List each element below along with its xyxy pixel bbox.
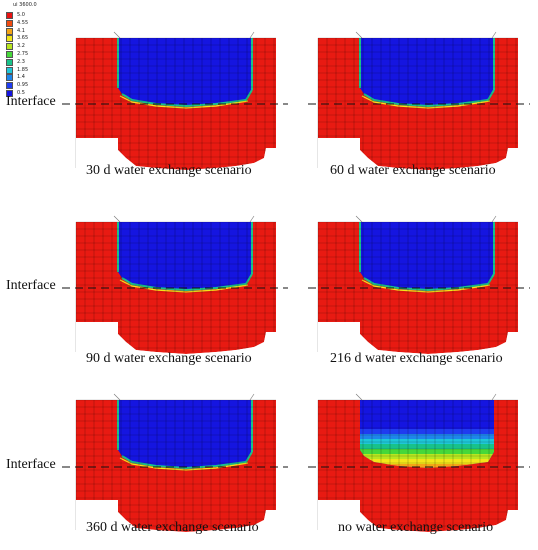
interface-label-row3: Interface (6, 457, 56, 472)
legend-entry: 0.5 (6, 90, 66, 97)
bank-mark (355, 215, 363, 223)
legend-value: 4.1 (17, 27, 25, 34)
legend-entry: 4.55 (6, 19, 66, 27)
panel-caption-360d: 360 d water exchange scenario (86, 520, 259, 535)
simulation-panel (62, 215, 288, 362)
simulation-panel (308, 393, 530, 540)
legend-entry: 1.85 (6, 66, 66, 74)
legend-value: 1.85 (17, 66, 29, 73)
concentration-band (360, 424, 494, 430)
legend-entry: 5.0 (6, 12, 66, 19)
interface-label-row1: Interface (6, 94, 56, 109)
legend-value: 3.2 (17, 43, 25, 50)
panel-caption-60d: 60 d water exchange scenario (330, 163, 496, 178)
bank-mark (249, 393, 255, 401)
water-column (360, 222, 494, 290)
background-mask (318, 500, 518, 540)
concentration-band (360, 459, 494, 465)
legend-value: 2.75 (17, 51, 29, 57)
transition-rim (363, 89, 495, 108)
legend-swatch (6, 12, 13, 19)
legend-swatch (6, 58, 13, 66)
concentration-band (360, 454, 494, 460)
legend-value: 5.0 (17, 12, 25, 18)
legend-swatch (6, 66, 13, 74)
concentration-band (360, 429, 494, 435)
legend-value: 0.5 (17, 90, 25, 96)
water-column (360, 38, 494, 106)
legend-swatch (6, 27, 13, 35)
simulation-panel (308, 31, 530, 178)
background-mask (76, 322, 276, 362)
concentration-band (360, 449, 494, 455)
panel-caption-30d: 30 d water exchange scenario (86, 163, 252, 178)
legend-entry: 3.65 (6, 35, 66, 43)
legend-entry: 0.95 (6, 82, 66, 90)
water-column (118, 38, 252, 106)
simulation-panel (62, 31, 288, 178)
legend-swatch (6, 74, 13, 82)
bank-mark (491, 31, 497, 39)
bank-mark (491, 215, 497, 223)
legend-entry: 1.4 (6, 74, 66, 82)
transition-rim (121, 451, 253, 470)
legend-entry: 2.75 (6, 51, 66, 58)
legend-entry: 2.3 (6, 58, 66, 66)
panel-caption-216d: 216 d water exchange scenario (330, 351, 503, 366)
color-legend: ui 3600.0 5.0 4.55 4.1 3.65 3.2 2.75 2.3 1.85 1.… (2, 2, 62, 100)
concentration-band (360, 434, 494, 440)
legend-title: ui 3600.0 (13, 2, 37, 8)
bank-mark (355, 31, 363, 39)
background-mask (76, 500, 276, 540)
bank-mark (113, 31, 121, 39)
transition-rim (363, 273, 495, 292)
simulation-panel (308, 215, 530, 362)
bank-mark (355, 393, 363, 401)
background-mask (76, 138, 276, 178)
legend-swatch (6, 43, 13, 51)
bank-mark (113, 393, 121, 401)
legend-swatch (6, 51, 13, 58)
legend-value: 0.95 (17, 82, 29, 89)
legend-value: 1.4 (17, 74, 25, 81)
water-column (118, 222, 252, 290)
transition-rim (121, 89, 253, 108)
concentration-band (360, 444, 494, 450)
legend-entry: 3.2 (6, 43, 66, 51)
legend-swatch (6, 90, 13, 97)
background-mask (318, 138, 518, 178)
transition-rim (121, 273, 253, 292)
concentration-band (360, 439, 494, 445)
background-mask (318, 322, 518, 362)
interface-label-row2: Interface (6, 278, 56, 293)
legend-swatch (6, 19, 13, 27)
legend-value: 4.55 (17, 19, 29, 26)
legend-value: 2.3 (17, 58, 25, 65)
legend-swatch (6, 35, 13, 43)
bank-mark (113, 215, 121, 223)
legend-entry: 4.1 (6, 27, 66, 35)
bank-mark (491, 393, 497, 401)
panel-caption-no-exchange: no water exchange scenario (338, 520, 494, 535)
bank-mark (249, 31, 255, 39)
simulation-panel (62, 393, 288, 540)
bank-mark (249, 215, 255, 223)
water-column (118, 400, 252, 468)
legend-swatch (6, 82, 13, 90)
legend-value: 3.65 (17, 35, 29, 42)
panel-caption-90d: 90 d water exchange scenario (86, 351, 252, 366)
concentration-band (360, 464, 494, 468)
